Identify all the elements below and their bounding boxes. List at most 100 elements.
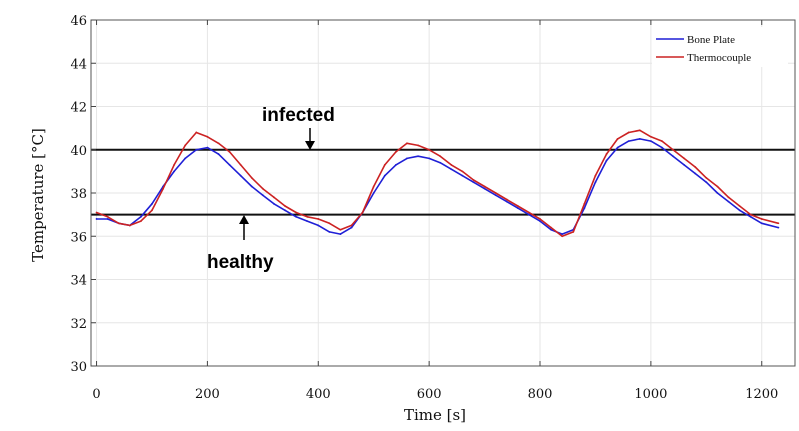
legend: Bone Plate Thermocouple xyxy=(652,27,788,67)
data-point-thermocouple-20 xyxy=(317,218,320,220)
data-point-bone-plate-21 xyxy=(328,231,331,233)
y-tick-label-34: 34 xyxy=(70,274,87,289)
data-point-bone-plate-59 xyxy=(749,215,752,218)
data-point-thermocouple-0 xyxy=(95,211,98,214)
data-point-thermocouple-9 xyxy=(195,131,198,134)
data-point-bone-plate-33 xyxy=(461,174,464,177)
data-point-thermocouple-27 xyxy=(394,151,397,153)
data-point-bone-plate-61 xyxy=(777,226,780,229)
data-point-thermocouple-61 xyxy=(777,222,780,225)
data-point-bone-plate-31 xyxy=(439,161,442,164)
data-point-thermocouple-1 xyxy=(106,215,109,218)
data-point-bone-plate-58 xyxy=(738,209,741,212)
data-point-thermocouple-41 xyxy=(550,226,552,229)
data-point-thermocouple-10 xyxy=(206,135,209,138)
y-tick-label-32: 32 xyxy=(70,317,87,332)
data-point-bone-plate-17 xyxy=(284,209,286,212)
data-point-bone-plate-8 xyxy=(184,157,187,160)
data-point-bone-plate-10 xyxy=(206,146,209,149)
data-point-thermocouple-59 xyxy=(749,213,752,216)
series-line-bone-plate xyxy=(96,138,779,235)
data-point-bone-plate-51 xyxy=(661,146,663,149)
data-point-bone-plate-54 xyxy=(694,172,697,175)
data-point-bone-plate-15 xyxy=(261,194,264,197)
axis-tick-labels: 30 32 34 36 38 40 42 44 46 0 200 400 600 800 1000 1200 xyxy=(70,14,778,402)
data-point-thermocouple-16 xyxy=(273,196,275,199)
y-tick-label-38: 38 xyxy=(70,187,87,202)
data-point-bone-plate-36 xyxy=(494,194,497,197)
data-point-bone-plate-22 xyxy=(339,233,342,235)
x-axis-title: Time [s] xyxy=(404,406,466,424)
data-point-thermocouple-48 xyxy=(627,131,630,134)
legend-label-thermocouple: Thermocouple xyxy=(687,52,751,64)
data-point-bone-plate-50 xyxy=(649,140,652,143)
data-point-bone-plate-5 xyxy=(151,202,153,205)
x-tick-label-0: 0 xyxy=(92,387,100,402)
legend-label-bone-plate: Bone Plate xyxy=(687,34,735,46)
data-point-bone-plate-39 xyxy=(528,213,530,216)
data-point-thermocouple-45 xyxy=(594,174,597,177)
data-point-thermocouple-12 xyxy=(228,151,231,153)
data-point-thermocouple-37 xyxy=(505,198,508,201)
y-tick-label-44: 44 xyxy=(70,57,87,72)
y-tick-label-36: 36 xyxy=(70,230,87,245)
x-tick-label-1000: 1000 xyxy=(634,387,667,402)
data-point-bone-plate-45 xyxy=(594,181,597,184)
data-point-bone-plate-1 xyxy=(106,218,109,220)
data-point-thermocouple-11 xyxy=(217,142,220,145)
x-tick-label-600: 600 xyxy=(417,387,442,402)
data-point-bone-plate-9 xyxy=(195,148,198,151)
data-point-thermocouple-31 xyxy=(439,155,442,158)
data-point-thermocouple-38 xyxy=(516,205,519,207)
y-tick-label-30: 30 xyxy=(70,360,87,375)
data-point-bone-plate-41 xyxy=(550,228,552,231)
data-point-bone-plate-46 xyxy=(605,159,608,162)
legend-box xyxy=(652,27,788,67)
healthy-arrow-head-icon xyxy=(239,215,249,224)
data-point-bone-plate-11 xyxy=(217,153,220,155)
data-point-thermocouple-8 xyxy=(184,144,187,147)
x-tick-label-200: 200 xyxy=(195,387,220,402)
data-point-bone-plate-12 xyxy=(228,163,231,166)
data-point-bone-plate-30 xyxy=(428,157,431,160)
data-point-bone-plate-57 xyxy=(727,200,730,203)
data-point-thermocouple-14 xyxy=(250,176,253,179)
data-point-thermocouple-40 xyxy=(539,218,541,220)
data-point-bone-plate-7 xyxy=(173,170,176,173)
data-point-bone-plate-34 xyxy=(472,181,475,184)
healthy-label: healthy xyxy=(207,252,274,273)
data-point-thermocouple-60 xyxy=(760,218,763,220)
data-point-bone-plate-37 xyxy=(505,200,508,203)
data-point-thermocouple-28 xyxy=(406,142,408,145)
y-axis-title: Temperature [°C] xyxy=(29,128,47,262)
data-point-thermocouple-21 xyxy=(328,222,331,225)
data-point-thermocouple-22 xyxy=(339,228,342,231)
data-point-bone-plate-28 xyxy=(406,157,408,160)
data-point-bone-plate-25 xyxy=(372,192,375,194)
data-point-thermocouple-25 xyxy=(372,185,375,188)
data-point-bone-plate-20 xyxy=(317,224,320,227)
data-point-thermocouple-57 xyxy=(727,196,730,199)
data-point-bone-plate-14 xyxy=(250,185,253,188)
data-point-thermocouple-52 xyxy=(672,148,674,151)
data-point-thermocouple-6 xyxy=(162,187,164,190)
data-point-thermocouple-5 xyxy=(151,209,153,212)
data-point-thermocouple-47 xyxy=(616,138,619,140)
data-point-thermocouple-15 xyxy=(261,187,264,190)
data-point-thermocouple-49 xyxy=(638,129,641,132)
x-tick-label-1200: 1200 xyxy=(745,387,778,402)
data-point-bone-plate-18 xyxy=(295,215,298,218)
infected-label: infected xyxy=(262,105,335,126)
data-point-bone-plate-56 xyxy=(716,192,719,194)
x-tick-label-400: 400 xyxy=(306,387,331,402)
axis-ticks xyxy=(91,19,763,367)
data-point-bone-plate-32 xyxy=(450,168,453,171)
data-point-thermocouple-29 xyxy=(417,144,419,147)
data-point-bone-plate-0 xyxy=(95,218,98,220)
data-point-thermocouple-2 xyxy=(117,222,120,225)
data-point-thermocouple-18 xyxy=(295,211,298,214)
data-point-bone-plate-47 xyxy=(616,146,619,149)
series-lines xyxy=(95,129,780,238)
data-point-thermocouple-33 xyxy=(461,170,464,173)
